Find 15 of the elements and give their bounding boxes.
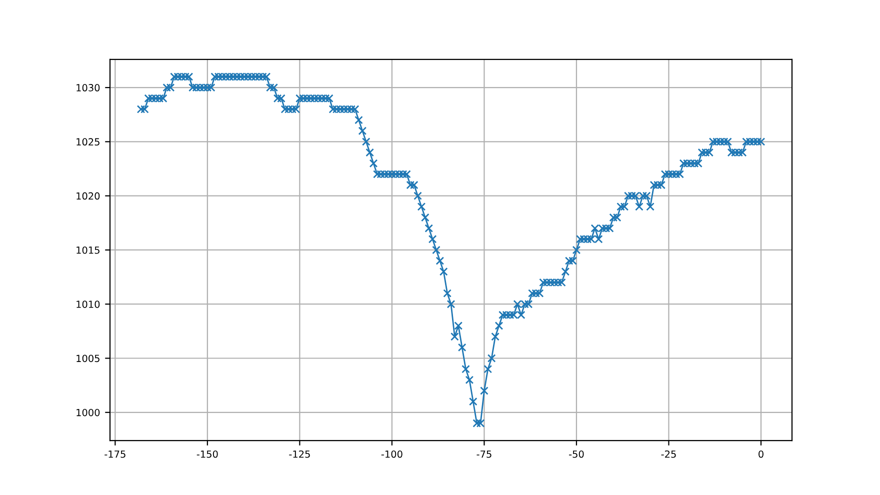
y-tick-label: 1005 <box>76 354 100 362</box>
x-tick-label: -75 <box>476 450 492 458</box>
y-tick-label: 1030 <box>76 84 100 92</box>
x-tick-label: -175 <box>104 450 126 458</box>
y-tick-label: 1025 <box>76 138 100 146</box>
x-tick-label: -100 <box>381 450 402 458</box>
x-tick-label: -125 <box>289 450 310 458</box>
y-tick-label: 1020 <box>76 192 100 200</box>
x-tick-label: 0 <box>758 450 764 458</box>
y-tick-label: 1010 <box>76 300 100 308</box>
x-tick-label: -25 <box>661 450 676 458</box>
x-tick-label: -50 <box>569 450 584 458</box>
y-tick-label: 1000 <box>76 408 100 416</box>
x-tick-label: -150 <box>196 450 218 458</box>
y-tick-label: 1015 <box>76 246 100 254</box>
